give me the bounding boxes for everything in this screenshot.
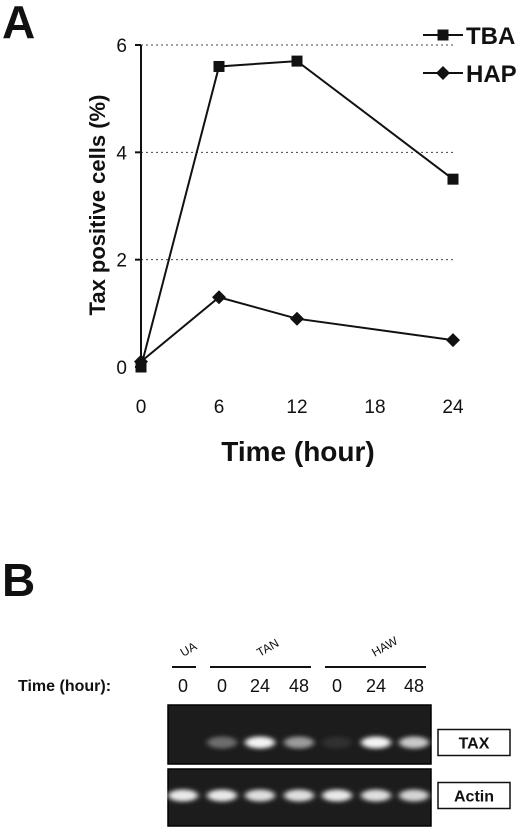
lane-label-2: 24 (250, 676, 270, 696)
band-tax-5 (361, 736, 391, 749)
band-actin-0 (168, 789, 198, 802)
point-hap-1 (212, 290, 226, 305)
lane-label-5: 24 (366, 676, 386, 696)
band-actin-1 (207, 789, 237, 802)
point-hap-2 (290, 311, 304, 326)
band-actin-6 (399, 789, 429, 802)
group-label-tan: TAN (254, 636, 281, 660)
lane-label-0: 0 (178, 676, 188, 696)
lane-label-6: 48 (404, 676, 424, 696)
x-tick-label-2: 12 (286, 397, 307, 418)
y-tick-label-1: 2 (116, 251, 127, 272)
band-tax-6 (399, 736, 429, 749)
band-tax-2 (245, 736, 275, 749)
band-label-box-tax (437, 728, 511, 757)
x-tick-label-4: 24 (442, 397, 464, 418)
band-label-box-actin (437, 781, 511, 810)
group-label-haw: HAW (369, 633, 400, 659)
point-hap-3 (446, 333, 460, 348)
band-actin-5 (361, 789, 391, 802)
lane-label-3: 48 (289, 676, 309, 696)
band-tax-3 (284, 736, 314, 749)
x-tick-label-3: 18 (364, 397, 385, 418)
point-tba-3 (447, 173, 459, 185)
x-tick-label-0: 0 (136, 397, 147, 418)
band-label-tax: TAX (459, 736, 490, 753)
series-line-tba (140, 60, 454, 368)
gel-rows: TAX Actin (167, 704, 511, 827)
legend-marker-tba (437, 29, 449, 41)
band-actin-2 (245, 789, 275, 802)
y-tick-label-2: 4 (116, 143, 127, 164)
series-line-hap (140, 296, 454, 363)
panel-b-letter: B (2, 554, 35, 606)
band-tax-1 (207, 736, 237, 749)
y-tick-label-0: 0 (116, 358, 127, 379)
x-tick-label-1: 6 (214, 397, 225, 418)
legend-label-tba: TBA (466, 23, 515, 50)
point-tba-1 (213, 60, 225, 72)
x-axis-title: Time (hour) (221, 436, 374, 467)
gel-time-label: Time (hour): (18, 678, 111, 695)
group-label-ua: UA (178, 639, 199, 659)
legend-marker-hap (436, 66, 450, 80)
lane-label-1: 0 (217, 676, 227, 696)
band-tax-4 (322, 736, 352, 749)
y-axis-title: Tax positive cells (%) (85, 95, 110, 316)
legend: TBA HAP (423, 23, 517, 88)
y-tick-label-3: 6 (116, 36, 127, 57)
grid-lines (141, 44, 453, 261)
lane-label-4: 0 (332, 676, 342, 696)
point-hap-0 (134, 354, 148, 369)
series-layer (134, 55, 460, 373)
band-label-actin: Actin (454, 789, 494, 806)
band-actin-3 (284, 789, 314, 802)
gel-row-tax (167, 704, 432, 765)
band-actin-4 (322, 789, 352, 802)
panel-a-letter: A (2, 0, 35, 48)
point-tba-2 (291, 55, 303, 67)
legend-label-hap: HAP (466, 61, 517, 88)
